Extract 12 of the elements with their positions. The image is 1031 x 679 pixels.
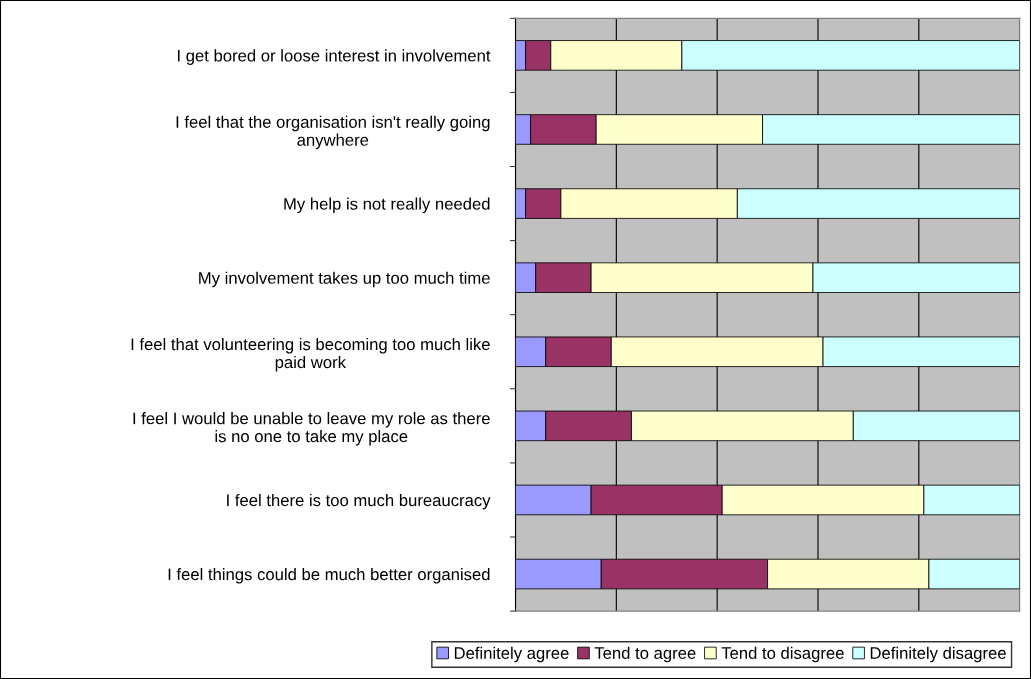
y-tick-label: I feel there is too much bureaucracy xyxy=(227,493,491,510)
y-tick-label: I get bored or loose interest in involvement xyxy=(178,49,491,65)
legend-label: Tend to disagree xyxy=(721,646,844,663)
y-tick-label: My involvement takes up too much time xyxy=(199,271,490,288)
y-tick-label: I feel that volunteering is becoming too much like paid work xyxy=(131,337,490,372)
y-tick-label: My help is not really needed xyxy=(284,197,490,214)
y-tick-label: I feel things could be much better organised xyxy=(168,568,490,584)
legend-label: Definitely disagree xyxy=(870,646,1006,663)
legend-label: Definitely agree xyxy=(454,646,569,663)
y-tick-label: I feel I would be unable to leave my role as there is no one to take my place xyxy=(133,412,490,446)
legend-label: Tend to agree xyxy=(594,646,696,663)
y-tick-label: I feel that the organisation isn't really going anywhere xyxy=(176,115,490,150)
